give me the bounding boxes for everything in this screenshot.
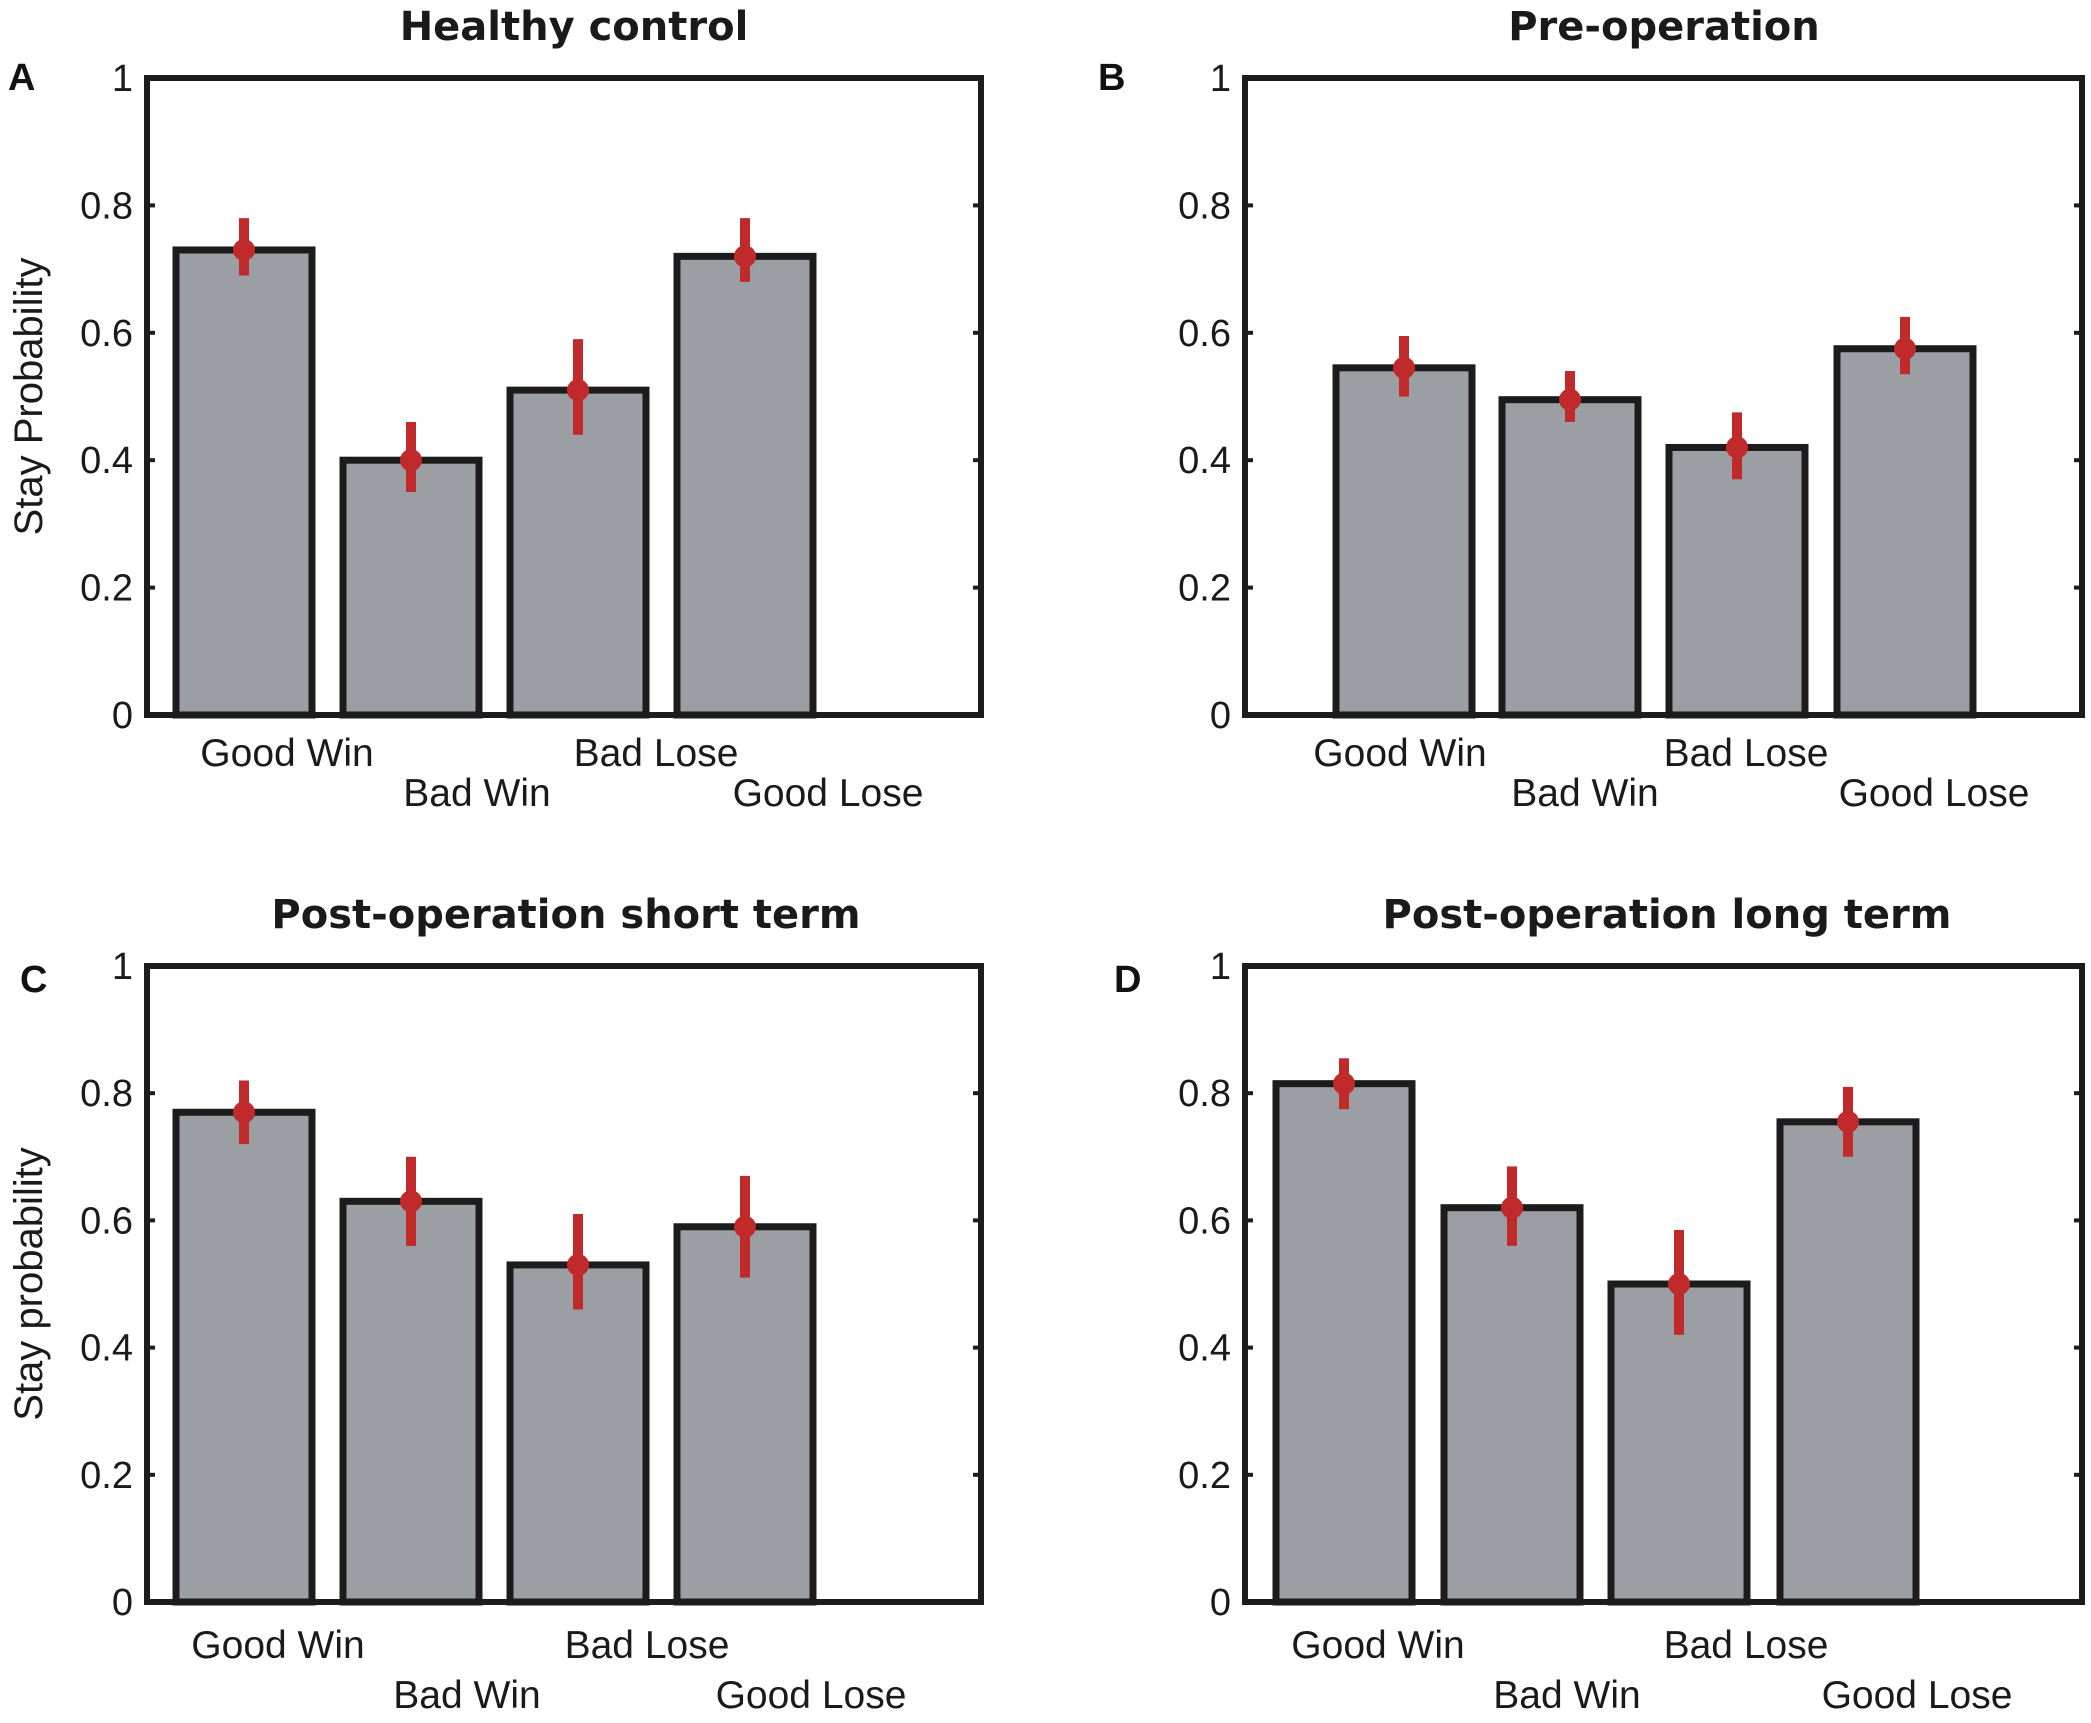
x-category-label: Bad Lose: [1664, 732, 1829, 775]
mean-point: [1559, 388, 1581, 411]
y-tick-label: 0: [112, 695, 133, 737]
y-tick-label: 0.6: [1178, 313, 1231, 355]
panel-title: Post-operation short term: [271, 892, 860, 938]
chart-panel-c: 0 0.2 0.4 0.6 0.8 1 Good Win Bad Win Bad Lose Goo…: [7, 892, 984, 1717]
y-tick-label: 0.6: [1178, 1200, 1231, 1242]
x-category-label: Bad Win: [393, 1674, 540, 1717]
panel-letter: A: [8, 57, 35, 99]
x-category-label: Bad Lose: [565, 1624, 730, 1667]
bar-c-1: [339, 1197, 483, 1606]
y-tick-label: 0: [112, 1582, 133, 1624]
x-category-label: Bad Lose: [1664, 1624, 1829, 1667]
axes-frame: [1242, 963, 2085, 1605]
x-category-label: Bad Lose: [574, 732, 739, 775]
bar-c-2: [506, 1261, 650, 1606]
mean-point: [734, 245, 756, 268]
mean-point: [1668, 1273, 1690, 1295]
y-tick-label: 0.6: [80, 313, 133, 355]
y-tick-label: 1: [112, 946, 133, 988]
panel-letter: D: [1114, 959, 1141, 1001]
x-category-label: Good Win: [200, 732, 373, 775]
panel-title: Healthy control: [400, 4, 749, 50]
mean-point: [233, 238, 255, 261]
bar-b-3: [1833, 345, 1977, 719]
x-category-label: Good Lose: [1822, 1674, 2013, 1717]
x-category-label: Good Win: [1291, 1624, 1464, 1667]
x-category-label: Bad Win: [1511, 772, 1658, 815]
x-category-label: Good Win: [1313, 732, 1486, 775]
y-tick-label: 1: [1210, 58, 1231, 100]
bar-a-3: [673, 252, 817, 719]
mean-point: [233, 1101, 255, 1124]
x-category-label: Good Lose: [716, 1674, 907, 1717]
mean-point: [400, 449, 422, 472]
mean-point: [1501, 1196, 1523, 1219]
y-tick-label: 1: [112, 58, 133, 100]
y-tick-label: 0.4: [80, 1328, 133, 1370]
y-tick-label: 1: [1210, 946, 1231, 988]
x-category-label: Bad Win: [403, 772, 550, 815]
y-tick-label: 0.4: [1178, 1328, 1231, 1370]
bar-d-3: [1776, 1118, 1920, 1606]
y-tick-label: 0.8: [80, 185, 133, 227]
panel-letter: B: [1098, 57, 1125, 99]
bar-a-2: [506, 386, 650, 719]
bar-b-1: [1498, 396, 1642, 719]
y-tick-label: 0.6: [80, 1200, 133, 1242]
mean-point: [567, 379, 589, 402]
y-tick-label: 0.8: [1178, 1073, 1231, 1115]
mean-point: [1837, 1110, 1859, 1133]
panel-title: Pre-operation: [1508, 4, 1820, 50]
bar-c-3: [673, 1223, 817, 1606]
axes-frame: [144, 75, 984, 718]
x-category-label: Good Win: [191, 1624, 364, 1667]
panel-title: Post-operation long term: [1383, 892, 1952, 938]
bar-c-0: [172, 1108, 316, 1606]
panel-letter: C: [20, 959, 47, 1001]
axes-frame: [144, 963, 984, 1605]
y-tick-label: 0.2: [1178, 1455, 1231, 1497]
bar-a-1: [339, 456, 483, 719]
y-tick-label: 0: [1210, 1582, 1231, 1624]
bar-b-2: [1665, 443, 1809, 719]
chart-panel-a: 0 0.2 0.4 0.6 0.8 1 Good Win Bad Win Bad LoseGoo…: [7, 4, 984, 815]
y-tick-label: 0.8: [1178, 185, 1231, 227]
y-tick-label: 0.2: [80, 1455, 133, 1497]
mean-point: [1894, 337, 1916, 360]
y-tick-label: 0.2: [80, 568, 133, 610]
y-tick-label: 0: [1210, 695, 1231, 737]
mean-point: [734, 1215, 756, 1238]
x-category-label: Good Lose: [733, 772, 924, 815]
bar-d-0: [1272, 1080, 1416, 1606]
mean-point: [567, 1253, 589, 1276]
mean-point: [400, 1190, 422, 1213]
y-tick-label: 0.2: [1178, 568, 1231, 610]
y-axis-label: Stay Probability: [7, 258, 51, 536]
y-tick-label: 0.4: [1178, 440, 1231, 482]
y-tick-label: 0.4: [80, 440, 133, 482]
axes-frame: [1242, 75, 2085, 718]
bar-d-1: [1440, 1204, 1584, 1606]
y-axis-label: Stay probability: [7, 1147, 51, 1420]
x-category-label: Bad Win: [1493, 1674, 1640, 1717]
mean-point: [1393, 356, 1415, 379]
x-category-label: Good Lose: [1839, 772, 2030, 815]
mean-point: [1333, 1072, 1355, 1095]
bar-b-0: [1332, 364, 1476, 719]
y-tick-label: 0.8: [80, 1073, 133, 1115]
bar-a-0: [172, 246, 316, 719]
mean-point: [1726, 436, 1748, 459]
chart-panel-d: 0 0.2 0.4 0.6 0.8 1 Good Win Bad Win Bad Lose Goo…: [1114, 892, 2085, 1717]
